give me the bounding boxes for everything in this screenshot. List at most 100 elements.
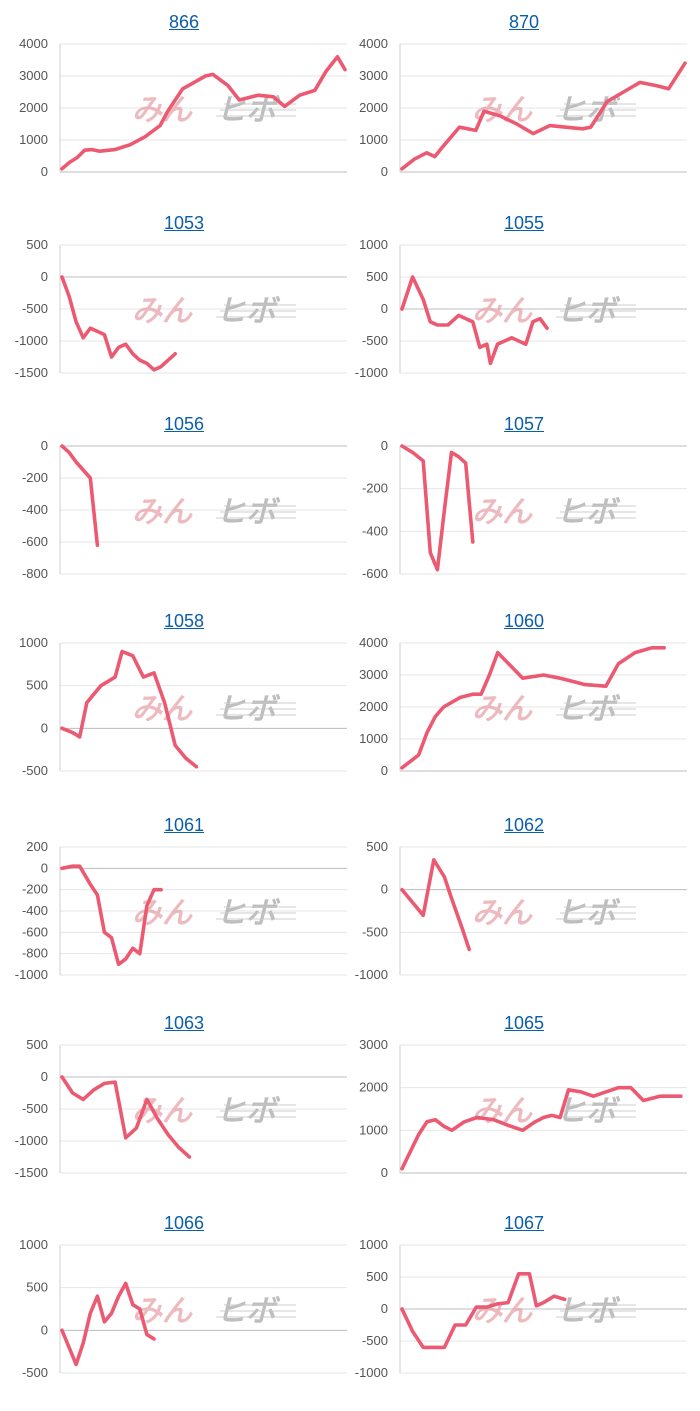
watermark-text: みん <box>472 93 533 128</box>
y-tick-label: 0 <box>381 301 388 316</box>
chart-title-link[interactable]: 1065 <box>503 1013 545 1033</box>
y-tick-label: 1000 <box>359 237 388 252</box>
chart-1060: 1060 4000 3000 2000 1000 0 みん ヒボ <box>354 609 694 809</box>
watermark-logo: みん ヒボ <box>472 1294 636 1329</box>
y-tick-label: -800 <box>22 946 48 961</box>
watermark-text: みん <box>472 692 533 727</box>
chart-title-link[interactable]: 1057 <box>503 414 545 434</box>
y-tick-label: 0 <box>381 1165 388 1180</box>
chart-title-link[interactable]: 1061 <box>163 815 205 835</box>
chart-plot: 0 -200 -400 -600 -800 みん ヒボ <box>22 438 347 581</box>
y-tick-label: -500 <box>22 301 48 316</box>
series-line <box>60 275 177 372</box>
y-tick-label: 1000 <box>19 1237 48 1252</box>
y-tick-label: -500 <box>362 924 388 939</box>
chart-title-link[interactable]: 1056 <box>163 414 205 434</box>
y-tick-label: 1000 <box>359 132 388 147</box>
series-line <box>400 61 687 171</box>
chart-plot: 1000 500 0 -500 -1000 みん ヒボ <box>355 1237 687 1380</box>
y-tick-label: 1000 <box>19 635 48 650</box>
watermark-logo: みん ヒボ <box>472 1094 636 1129</box>
watermark-logo: みん ヒボ <box>472 896 636 931</box>
chart-1053: 1053 500 0 -500 -1000 -1500 みん ヒボ <box>14 211 354 411</box>
chart-plot: 500 0 -500 -1000 みん ヒボ <box>355 839 687 982</box>
chart-1058: 1058 1000 500 0 -500 みん ヒボ <box>14 609 354 809</box>
series-line <box>400 857 471 952</box>
series-line <box>60 649 199 769</box>
chart-plot: 0 -200 -400 -600 みん ヒボ <box>362 438 687 581</box>
chart-title-link[interactable]: 1066 <box>163 1213 205 1233</box>
y-tick-label: 500 <box>366 1269 388 1284</box>
y-tick-label: 500 <box>26 678 48 693</box>
watermark-logo: みん ヒボ <box>132 294 296 329</box>
chart-title-link[interactable]: 1067 <box>503 1213 545 1233</box>
y-tick-label: -800 <box>22 566 48 581</box>
y-tick-label: 0 <box>381 438 388 453</box>
y-tick-label: 0 <box>381 1301 388 1316</box>
watermark-text: みん <box>472 1294 533 1329</box>
chart-title-link[interactable]: 866 <box>168 12 200 32</box>
y-tick-label: 0 <box>381 763 388 778</box>
y-tick-label: 200 <box>26 839 48 854</box>
y-tick-label: -500 <box>362 1333 388 1348</box>
y-tick-label: -600 <box>22 924 48 939</box>
y-tick-label: 1000 <box>19 132 48 147</box>
y-tick-label: -1500 <box>15 365 48 380</box>
chart-866: 866 4000 3000 2000 1000 0 みん ヒボ <box>14 10 354 210</box>
chart-1055: 1055 1000 500 0 -500 -1000 みん ヒボ <box>354 211 694 411</box>
y-tick-label: 2000 <box>359 699 388 714</box>
chart-title-link[interactable]: 1063 <box>163 1013 205 1033</box>
watermark-logo: みん ヒボ <box>132 896 296 931</box>
y-tick-label: -1000 <box>15 1133 48 1148</box>
chart-title-link[interactable]: 870 <box>508 12 540 32</box>
y-tick-label: 3000 <box>359 68 388 83</box>
chart-plot: 1000 500 0 -500 みん ヒボ <box>19 1237 347 1380</box>
y-tick-label: 500 <box>26 1280 48 1295</box>
y-tick-label: 3000 <box>359 1037 388 1052</box>
watermark-text: みん <box>132 495 193 530</box>
y-tick-label: 0 <box>41 720 48 735</box>
chart-title-link[interactable]: 1062 <box>503 815 545 835</box>
watermark-logo: みん ヒボ <box>472 294 636 329</box>
y-tick-label: 3000 <box>359 667 388 682</box>
series-line <box>60 1281 156 1367</box>
series-line <box>400 1271 567 1350</box>
series-line <box>60 864 163 967</box>
watermark-text: みん <box>472 896 533 931</box>
chart-title-link[interactable]: 1053 <box>163 213 205 233</box>
chart-1062: 1062 500 0 -500 -1000 みん ヒボ <box>354 813 694 1013</box>
y-tick-label: -400 <box>22 502 48 517</box>
chart-title-link[interactable]: 1055 <box>503 213 545 233</box>
series-line <box>60 444 100 547</box>
watermark-logo: みん ヒボ <box>132 1094 296 1129</box>
chart-title-link[interactable]: 1058 <box>163 611 205 631</box>
chart-1065: 1065 3000 2000 1000 0 みん ヒボ <box>354 1011 694 1211</box>
chart-title-link[interactable]: 1060 <box>503 611 545 631</box>
y-tick-label: 0 <box>381 164 388 179</box>
series-line <box>400 646 667 770</box>
y-tick-label: 2000 <box>359 100 388 115</box>
y-tick-label: 0 <box>41 438 48 453</box>
y-tick-label: -500 <box>22 763 48 778</box>
chart-plot: 3000 2000 1000 0 みん ヒボ <box>359 1037 687 1180</box>
series-line <box>400 1085 683 1171</box>
y-tick-label: 500 <box>26 237 48 252</box>
y-tick-label: -500 <box>22 1365 48 1380</box>
y-tick-label: 500 <box>366 269 388 284</box>
watermark-text: みん <box>132 294 193 329</box>
series-line <box>400 275 549 366</box>
y-tick-label: -500 <box>22 1101 48 1116</box>
y-tick-label: 2000 <box>19 100 48 115</box>
chart-1056: 1056 0 -200 -400 -600 -800 みん ヒボ <box>14 412 354 612</box>
chart-plot: 500 0 -500 -1000 -1500 みん ヒボ <box>15 1037 347 1180</box>
chart-1061: 1061 200 0 -200 -400 -600 -800 -1000 みん ヒボ <box>14 813 354 1013</box>
y-tick-label: 0 <box>41 164 48 179</box>
chart-plot: 500 0 -500 -1000 -1500 みん ヒボ <box>15 237 347 380</box>
y-tick-label: 4000 <box>359 635 388 650</box>
y-tick-label: 500 <box>366 839 388 854</box>
y-tick-label: -1000 <box>15 967 48 982</box>
y-tick-label: 0 <box>41 860 48 875</box>
y-tick-label: -1000 <box>355 1365 388 1380</box>
